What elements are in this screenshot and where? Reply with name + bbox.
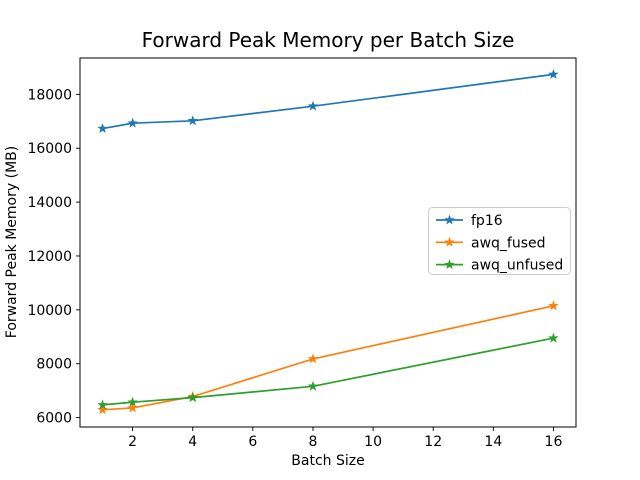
plot-area: 2 4 6 8 10 12 14 16 6000 8000 10000 12000 14000 16000… xyxy=(27,57,577,450)
y-tick-label: 14000 xyxy=(27,195,72,211)
star-marker xyxy=(548,68,559,79)
y-tick-label: 12000 xyxy=(27,249,72,265)
x-tick-label: 8 xyxy=(309,434,318,450)
y-tick-label: 6000 xyxy=(36,411,72,427)
legend-label-fp16: fp16 xyxy=(471,213,503,229)
star-marker xyxy=(187,115,198,126)
x-axis-label: Batch Size xyxy=(291,453,364,469)
x-tick-label: 10 xyxy=(364,434,382,450)
x-tick-label: 2 xyxy=(128,434,137,450)
star-marker xyxy=(127,396,138,407)
star-marker xyxy=(127,117,138,128)
x-tick-label: 6 xyxy=(248,434,257,450)
series-awq_unfused xyxy=(97,332,559,410)
legend-box xyxy=(428,207,571,275)
star-marker xyxy=(307,353,319,364)
legend-label-awq_unfused: awq_unfused xyxy=(471,258,563,274)
y-tick-label: 8000 xyxy=(36,357,72,373)
star-marker xyxy=(307,380,319,391)
star-marker xyxy=(548,332,559,343)
y-tick-label: 16000 xyxy=(27,141,72,157)
plot-border xyxy=(79,57,577,428)
x-tick-label: 4 xyxy=(188,434,197,450)
star-marker xyxy=(127,402,138,413)
series-awq_fused xyxy=(97,300,559,415)
legend-star-marker xyxy=(444,236,455,247)
star-marker xyxy=(307,100,319,111)
x-tick-label: 16 xyxy=(545,434,563,450)
legend-star-marker xyxy=(444,259,455,270)
legend-label-awq_fused: awq_fused xyxy=(471,235,546,251)
series-line xyxy=(102,73,554,130)
y-tick-label: 18000 xyxy=(27,87,72,103)
star-marker xyxy=(548,300,559,311)
series-fp16 xyxy=(97,68,559,134)
legend-star-marker xyxy=(444,214,455,225)
x-tick-label: 12 xyxy=(424,434,442,450)
chart-title: Forward Peak Memory per Batch Size xyxy=(142,28,515,52)
star-marker xyxy=(187,392,198,403)
series-line xyxy=(102,337,554,406)
series-line xyxy=(102,304,554,411)
star-marker xyxy=(97,123,108,134)
y-axis-label: Forward Peak Memory (MB) xyxy=(4,146,20,338)
star-marker xyxy=(97,404,108,415)
star-marker xyxy=(97,399,108,410)
y-tick-label: 10000 xyxy=(27,303,72,319)
legend: fp16 awq_fused awq_unfused xyxy=(428,207,571,275)
x-tick-label: 14 xyxy=(484,434,502,450)
